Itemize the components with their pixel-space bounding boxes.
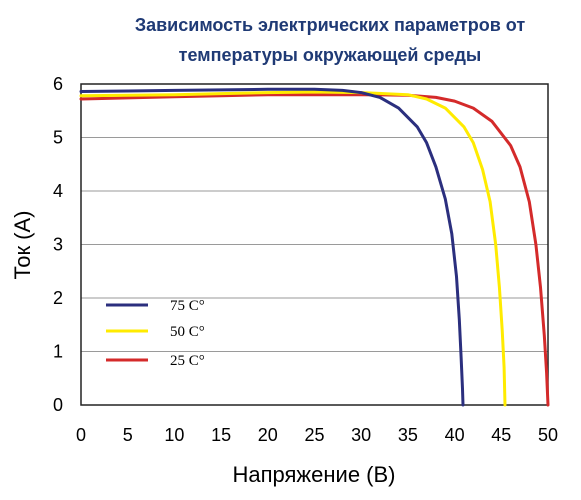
x-tick-label: 15 <box>211 425 231 445</box>
x-axis-label: Напряжение (В) <box>232 462 395 487</box>
y-tick-labels: 0 1 2 3 4 5 6 <box>53 74 63 415</box>
chart-title: Зависимость электрических параметров от … <box>90 10 570 70</box>
series-group <box>79 87 550 407</box>
y-tick-label: 2 <box>53 288 63 308</box>
chart-title-line-2: температуры окружающей среды <box>178 45 482 65</box>
legend-label-0: 75 C° <box>170 298 205 314</box>
x-tick-label: 5 <box>123 425 133 445</box>
x-tick-labels: 0 5 10 15 20 25 30 35 40 45 50 <box>76 425 558 445</box>
x-tick-label: 25 <box>304 425 324 445</box>
plot-area-frame <box>80 83 549 406</box>
series-line-1 <box>79 90 507 407</box>
x-tick-label: 0 <box>76 425 86 445</box>
x-tick-label: 20 <box>258 425 278 445</box>
legend-label-2: 25 C° <box>170 353 205 369</box>
x-tick-label: 50 <box>538 425 558 445</box>
x-tick-label: 30 <box>351 425 371 445</box>
x-tick-label: 35 <box>398 425 418 445</box>
y-tick-label: 6 <box>53 74 63 94</box>
y-tick-label: 4 <box>53 181 63 201</box>
grid-lines <box>81 137 548 352</box>
y-tick-label: 0 <box>53 395 63 415</box>
legend: 75 C° 50 C° 25 C° <box>106 298 205 369</box>
y-tick-label: 5 <box>53 128 63 148</box>
series-line-0 <box>79 87 465 407</box>
x-tick-label: 10 <box>164 425 184 445</box>
y-tick-label: 3 <box>53 235 63 255</box>
chart-title-line-1: Зависимость электрических параметров от <box>134 15 526 35</box>
series-line-2 <box>79 93 550 407</box>
x-tick-label: 40 <box>445 425 465 445</box>
x-tick-label: 45 <box>491 425 511 445</box>
y-tick-label: 1 <box>53 342 63 362</box>
y-axis-label: Ток (А) <box>10 210 35 279</box>
legend-label-1: 50 C° <box>170 324 205 340</box>
